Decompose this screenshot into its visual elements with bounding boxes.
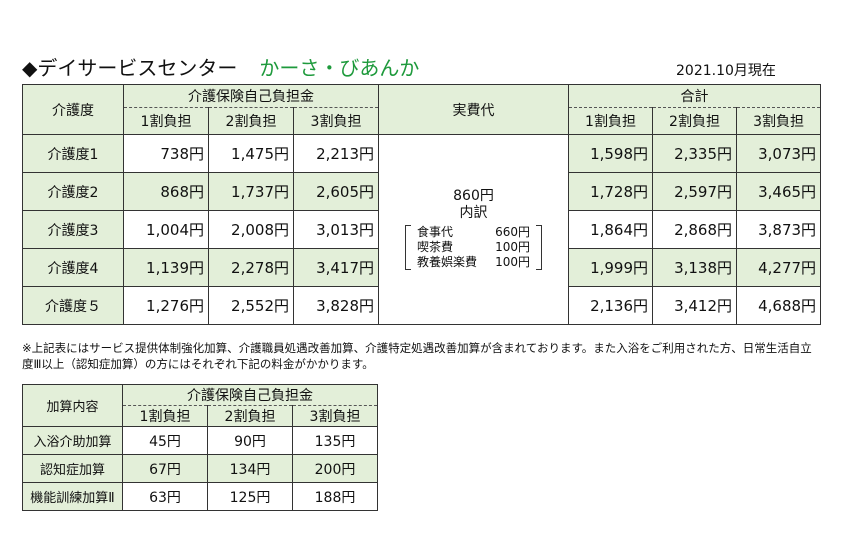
insurance-3: 3,828円	[292, 286, 380, 325]
insurance-3: 3,013円	[292, 210, 380, 249]
surcharge-3: 200円	[291, 454, 379, 483]
header-total-sub-3: 3割負担	[736, 107, 822, 135]
surcharge-2: 90円	[207, 426, 293, 455]
insurance-2: 1,475円	[208, 134, 294, 173]
header-sub-3: 3割負担	[292, 107, 380, 135]
care-level-label: 介護度4	[22, 248, 124, 287]
insurance-3: 2,605円	[292, 172, 380, 211]
header-sub-1: 1割負担	[123, 107, 209, 135]
care-level-label: 介護度3	[22, 210, 124, 249]
total-3: 3,465円	[736, 172, 822, 211]
header-sub-3: 3割負担	[291, 405, 379, 427]
surcharge-1: 63円	[122, 482, 208, 511]
total-2: 2,335円	[652, 134, 738, 173]
total-1: 1,598円	[568, 134, 654, 173]
header-sub-1: 1割負担	[122, 405, 208, 427]
header-surcharge-item: 加算内容	[22, 384, 123, 427]
table-row: 入浴介助加算 45円 90円 135円	[22, 426, 379, 455]
header-total-sub-2: 2割負担	[652, 107, 738, 135]
as-of-date: 2021.10月現在	[676, 63, 776, 79]
footnote: ※上記表にはサービス提供体制強化加算、介護職員処遇改善加算、介護特定処遇改善加算…	[22, 341, 812, 371]
table-row: 認知症加算 67円 134円 200円	[22, 454, 379, 483]
insurance-2: 2,008円	[208, 210, 294, 249]
surcharge-1: 67円	[122, 454, 208, 483]
insurance-2: 2,552円	[208, 286, 294, 325]
insurance-2: 1,737円	[208, 172, 294, 211]
insurance-3: 2,213円	[292, 134, 380, 173]
header-insurance: 介護保険自己負担金	[122, 84, 380, 108]
total-3: 3,873円	[736, 210, 822, 249]
surcharge-3: 188円	[291, 482, 379, 511]
table-row: 機能訓練加算Ⅱ 63円 125円 188円	[22, 482, 379, 511]
breakdown-item: 教養娯楽費 100円	[417, 254, 530, 269]
total-1: 1,728円	[568, 172, 654, 211]
header-actual: 実費代	[378, 84, 570, 135]
total-2: 2,597円	[652, 172, 738, 211]
total-1: 1,999円	[568, 248, 654, 287]
surcharge-name: 機能訓練加算Ⅱ	[22, 482, 123, 511]
actual-cost-label: 内訳	[459, 205, 488, 222]
surcharge-2: 125円	[207, 482, 293, 511]
care-level-label: 介護度５	[22, 286, 124, 325]
surcharge-name: 入浴介助加算	[22, 426, 123, 455]
care-level-label: 介護度1	[22, 134, 124, 173]
surcharge-table: 加算内容 介護保険自己負担金 1割負担 2割負担 3割負担 入浴介助加算 45円…	[22, 384, 379, 511]
surcharge-1: 45円	[122, 426, 208, 455]
title-text: ◆デイサービスセンター	[22, 56, 238, 80]
total-3: 4,277円	[736, 248, 822, 287]
header-sub-2: 2割負担	[207, 405, 293, 427]
table-row: 介護度2 868円 1,737円 2,605円 1,728円 2,597円 3,…	[22, 172, 822, 211]
insurance-1: 1,276円	[123, 286, 209, 325]
care-level-label: 介護度2	[22, 172, 124, 211]
table-row: 介護度3 1,004円 2,008円 3,013円 1,864円 2,868円 …	[22, 210, 822, 249]
insurance-1: 738円	[123, 134, 209, 173]
surcharge-name: 認知症加算	[22, 454, 123, 483]
insurance-1: 1,004円	[123, 210, 209, 249]
table-row: 介護度1 738円 1,475円 2,213円 860円 内訳 食事代 660円 …	[22, 134, 822, 325]
total-3: 3,073円	[736, 134, 822, 173]
breakdown-item: 喫茶費 100円	[417, 239, 530, 254]
actual-cost-breakdown: 食事代 660円 喫茶費 100円 教養娯楽費 100円	[405, 224, 542, 270]
surcharge-3: 135円	[291, 426, 379, 455]
surcharge-2: 134円	[207, 454, 293, 483]
header-surcharge-insurance: 介護保険自己負担金	[121, 384, 379, 406]
fee-table: 介護度 介護保険自己負担金 実費代 合計 1割負担 2割負担 3割負担 1割負担…	[22, 84, 822, 325]
total-2: 2,868円	[652, 210, 738, 249]
header-care-level: 介護度	[22, 84, 124, 135]
total-1: 2,136円	[568, 286, 654, 325]
insurance-1: 1,139円	[123, 248, 209, 287]
total-1: 1,864円	[568, 210, 654, 249]
actual-cost-amount: 860円	[453, 187, 494, 204]
header-total-sub-1: 1割負担	[568, 107, 654, 135]
insurance-3: 3,417円	[292, 248, 380, 287]
insurance-1: 868円	[123, 172, 209, 211]
total-2: 3,412円	[652, 286, 738, 325]
actual-cost-cell: 860円 内訳 食事代 660円 喫茶費 100円 教養娯楽費 100円	[378, 134, 570, 325]
header-total: 合計	[568, 84, 822, 108]
table-row: 介護度５ 1,276円 2,552円 3,828円 2,136円 3,412円 …	[22, 286, 822, 325]
total-3: 4,688円	[736, 286, 822, 325]
header-sub-2: 2割負担	[208, 107, 294, 135]
facility-name: かーさ・びあんか	[259, 56, 420, 80]
page-title: ◆デイサービスセンター かーさ・びあんか	[22, 52, 419, 81]
breakdown-item: 食事代 660円	[417, 224, 530, 239]
insurance-2: 2,278円	[208, 248, 294, 287]
table-row: 介護度4 1,139円 2,278円 3,417円 1,999円 3,138円 …	[22, 248, 822, 287]
total-2: 3,138円	[652, 248, 738, 287]
